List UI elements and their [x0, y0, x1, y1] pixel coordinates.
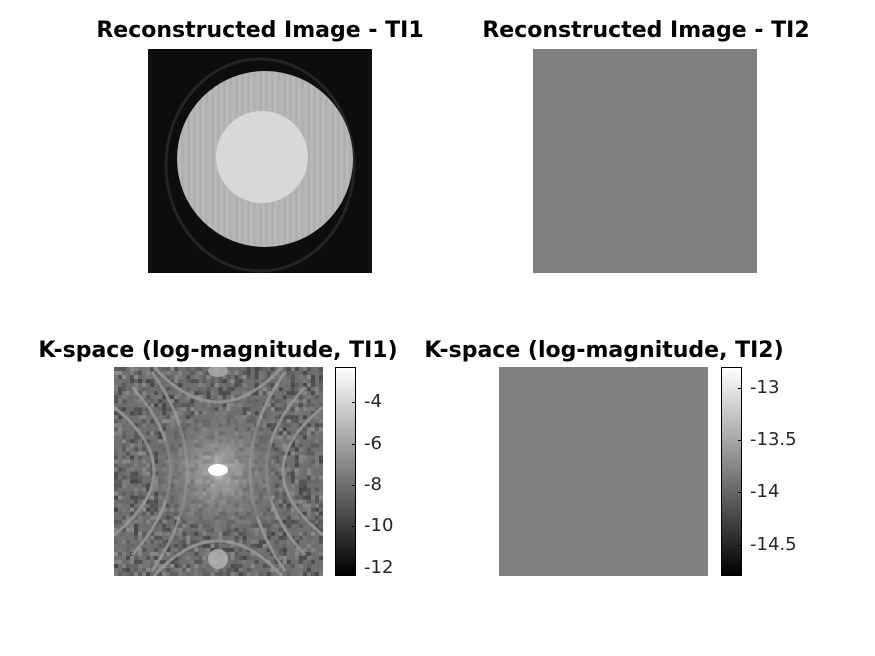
colorbar-tick-label: -4 [364, 391, 382, 413]
colorbar-tickmark [738, 387, 742, 389]
colorbar-tickmark [738, 440, 742, 442]
colorbar-tick-label: -14.5 [750, 533, 797, 555]
colorbar-tickmark [352, 484, 356, 486]
colorbar-tickmark [352, 567, 356, 569]
colorbar-tickmark [352, 526, 356, 528]
panel-2-title: Reconstructed Image - TI2 [482, 18, 810, 43]
colorbar-tickmark [738, 544, 742, 546]
colorbar-tick-label: -12 [364, 556, 394, 578]
colorbar-tickmark [352, 402, 356, 404]
colorbar-tick-label: -10 [364, 515, 394, 537]
panel-1-title: Reconstructed Image - TI1 [96, 18, 424, 43]
kspace-image-ti1 [114, 367, 323, 576]
colorbar-tick-label: -6 [364, 432, 382, 454]
colorbar-tick-label: -14 [750, 481, 780, 503]
reconstructed-image-ti1 [148, 49, 372, 273]
colorbar-ti2 [721, 367, 742, 576]
colorbar-tick-label: -8 [364, 473, 382, 495]
colorbar-tick-label: -13 [750, 376, 780, 398]
kspace-image-ti2 [499, 367, 708, 576]
inner-disc [216, 111, 308, 203]
panel-4-title: K-space (log-magnitude, TI2) [424, 338, 784, 363]
colorbar-tickmark [738, 492, 742, 494]
colorbar-ti1 [335, 367, 356, 576]
colorbar-tick-label: -13.5 [750, 429, 797, 451]
panel-3-title: K-space (log-magnitude, TI1) [38, 338, 398, 363]
reconstructed-image-ti2 [533, 49, 757, 273]
colorbar-tickmark [352, 443, 356, 445]
